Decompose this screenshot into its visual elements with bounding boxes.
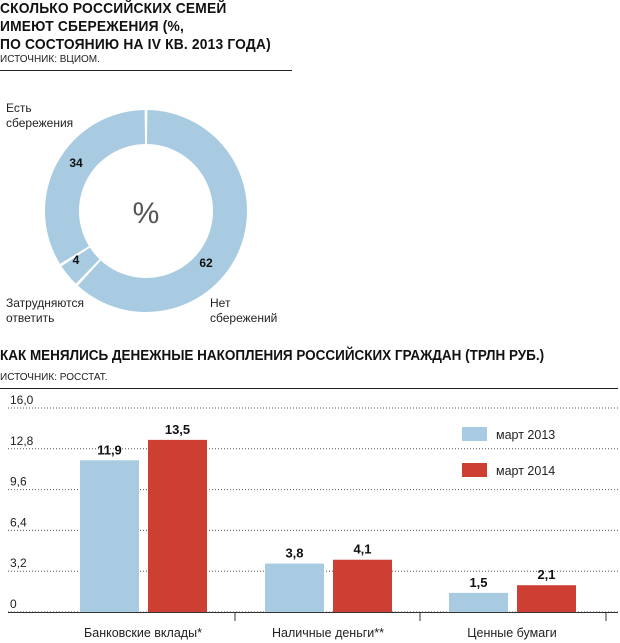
bar-chart-title: КАК МЕНЯЛИСЬ ДЕНЕЖНЫЕ НАКОПЛЕНИЯ РОССИЙС… xyxy=(0,348,545,364)
legend-label: март 2014 xyxy=(496,464,555,478)
donut-value-label: 34 xyxy=(69,156,83,170)
donut-category-label: сбережения xyxy=(6,116,73,130)
bar xyxy=(333,559,392,612)
bar-value-label: 3,8 xyxy=(285,546,303,561)
bar-chart: 0 3,2 6,4 9,6 12,8 16,0 11,9 13,5 Банковские вкл… xyxy=(8,393,618,640)
donut-slice-1 xyxy=(61,247,100,284)
y-tick-label: 16,0 xyxy=(10,393,34,407)
donut-category-label: Есть xyxy=(6,101,32,115)
bar-divider xyxy=(0,388,618,389)
bar xyxy=(148,439,207,612)
y-tick-label: 9,6 xyxy=(10,475,27,489)
bar xyxy=(517,585,576,612)
legend-swatch xyxy=(462,427,487,441)
donut-center-label: % xyxy=(133,197,160,230)
bar-value-label: 4,1 xyxy=(353,542,371,557)
donut-category-label: сбережений xyxy=(210,311,277,325)
donut-category-label: Затрудняются xyxy=(6,296,84,310)
donut-title-line-3: ПО СОСТОЯНИЮ НА IV КВ. 2013 ГОДА) xyxy=(0,36,271,53)
donut-title-line-1: СКОЛЬКО РОССИЙСКИХ СЕМЕЙ xyxy=(0,0,227,17)
donut-title-line-2: ИМЕЮТ СБЕРЕЖЕНИЯ (%, xyxy=(0,18,184,35)
y-tick-label: 12,8 xyxy=(10,434,34,448)
donut-category-label: Нет xyxy=(210,296,231,310)
donut-category-label: ответить xyxy=(6,311,54,325)
donut-divider xyxy=(0,70,292,71)
legend-label: март 2013 xyxy=(496,428,555,442)
bar xyxy=(80,460,139,612)
y-tick-label: 3,2 xyxy=(10,556,27,570)
y-tick-label: 0 xyxy=(10,597,17,611)
legend-swatch xyxy=(462,463,487,477)
donut-slice-0 xyxy=(77,110,247,312)
donut-value-label: 62 xyxy=(199,256,213,270)
x-category-label: Наличные деньги** xyxy=(272,626,384,640)
donut-value-label: 4 xyxy=(73,253,80,267)
y-tick-label: 6,4 xyxy=(10,515,27,529)
bar-value-label: 13,5 xyxy=(165,422,190,437)
bar xyxy=(265,563,324,612)
bar xyxy=(449,592,508,612)
x-category-label: Банковские вклады* xyxy=(84,626,202,640)
donut-slice-2 xyxy=(45,110,146,264)
bar-value-label: 11,9 xyxy=(97,442,122,457)
bar-value-label: 2,1 xyxy=(537,567,555,582)
bar-value-label: 1,5 xyxy=(469,575,487,590)
donut-chart-title: СКОЛЬКО РОССИЙСКИХ СЕМЕЙ ИМЕЮТ СБЕРЕЖЕНИ… xyxy=(0,0,276,54)
x-category-label: Ценные бумаги xyxy=(467,626,557,640)
donut-source: ИСТОЧНИК: ВЦИОМ. xyxy=(0,54,100,65)
bar-source: ИСТОЧНИК: РОССТАТ. xyxy=(0,372,108,383)
